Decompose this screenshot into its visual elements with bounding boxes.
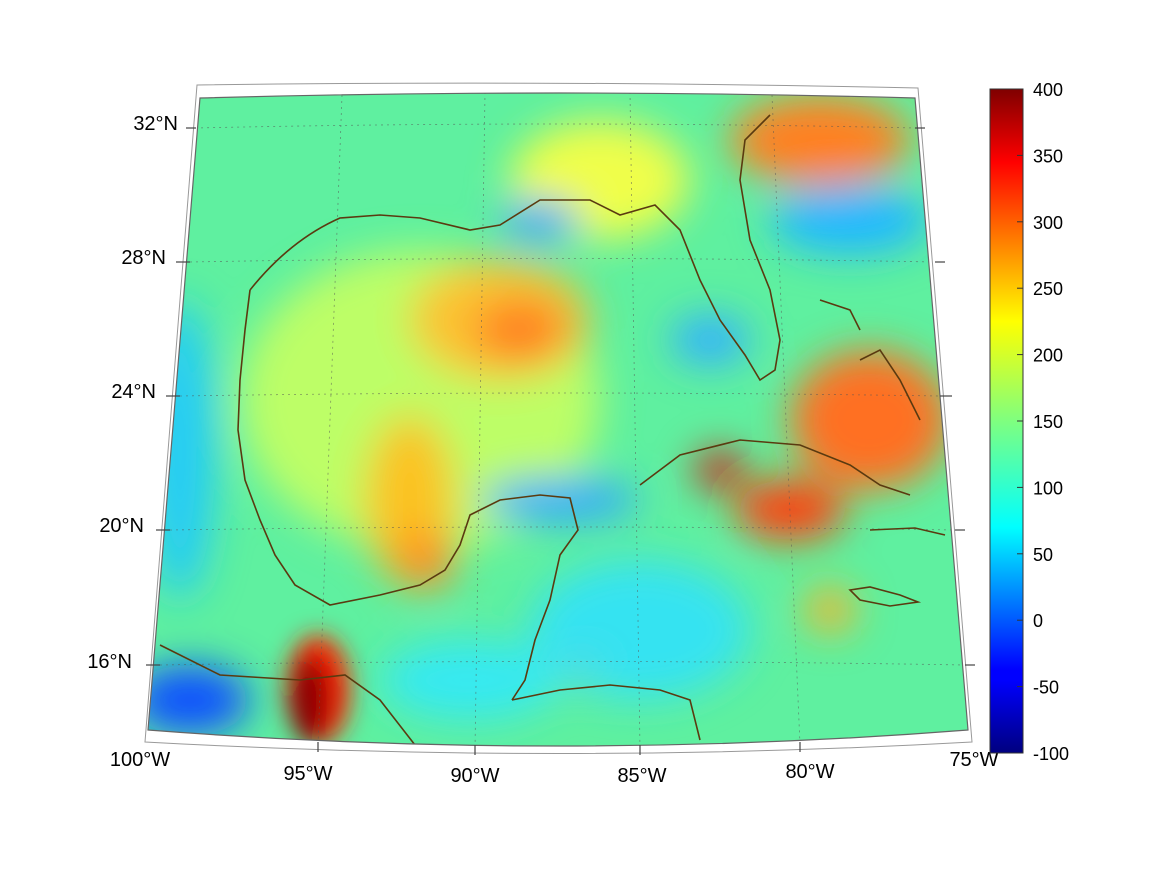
hotspot-mexico xyxy=(286,635,350,745)
axis-ticks xyxy=(146,127,975,755)
lat-label: 32°N xyxy=(133,113,178,135)
colorbar-tick-label: 150 xyxy=(1033,412,1063,432)
map-frame xyxy=(147,92,969,747)
graticule xyxy=(159,93,966,746)
map-outer-frame xyxy=(144,82,973,754)
colorbar-tick-label: 250 xyxy=(1033,279,1063,299)
lat-label: 28°N xyxy=(121,247,166,269)
field-blobs xyxy=(148,95,950,735)
lon-label: 75°W xyxy=(949,749,998,771)
colorbar-ticks: 400 350 300 250 200 150 100 50 0 -50 -100 xyxy=(1017,80,1069,764)
lon-label: 90°W xyxy=(450,765,499,787)
coastlines xyxy=(159,114,946,746)
colorbar-tick-label: 0 xyxy=(1033,611,1043,631)
lat-labels: 32°N 28°N 24°N 20°N 16°N xyxy=(87,113,178,673)
lon-label: 80°W xyxy=(785,761,834,783)
lon-label: 95°W xyxy=(283,763,332,785)
colorbar-tick-label: 50 xyxy=(1033,545,1053,565)
lat-label: 20°N xyxy=(99,515,144,537)
colorbar-tick-label: 200 xyxy=(1033,346,1063,366)
colorbar-tick-label: -100 xyxy=(1033,744,1069,764)
lat-label: 24°N xyxy=(111,381,156,403)
lon-label: 100°W xyxy=(110,749,170,771)
colorbar: 400 350 300 250 200 150 100 50 0 -50 -100 xyxy=(989,80,1069,764)
colorbar-tick-label: -50 xyxy=(1033,678,1059,698)
lat-label: 16°N xyxy=(87,651,132,673)
colorbar-tick-label: 100 xyxy=(1033,478,1063,498)
field-layer xyxy=(148,93,968,746)
colorbar-tick-label: 350 xyxy=(1033,146,1063,166)
colorbar-tick-label: 300 xyxy=(1033,213,1063,233)
lon-label: 85°W xyxy=(617,765,666,787)
lon-labels: 100°W 95°W 90°W 85°W 80°W 75°W xyxy=(110,749,999,787)
colorbar-tick-label: 400 xyxy=(1033,80,1063,100)
